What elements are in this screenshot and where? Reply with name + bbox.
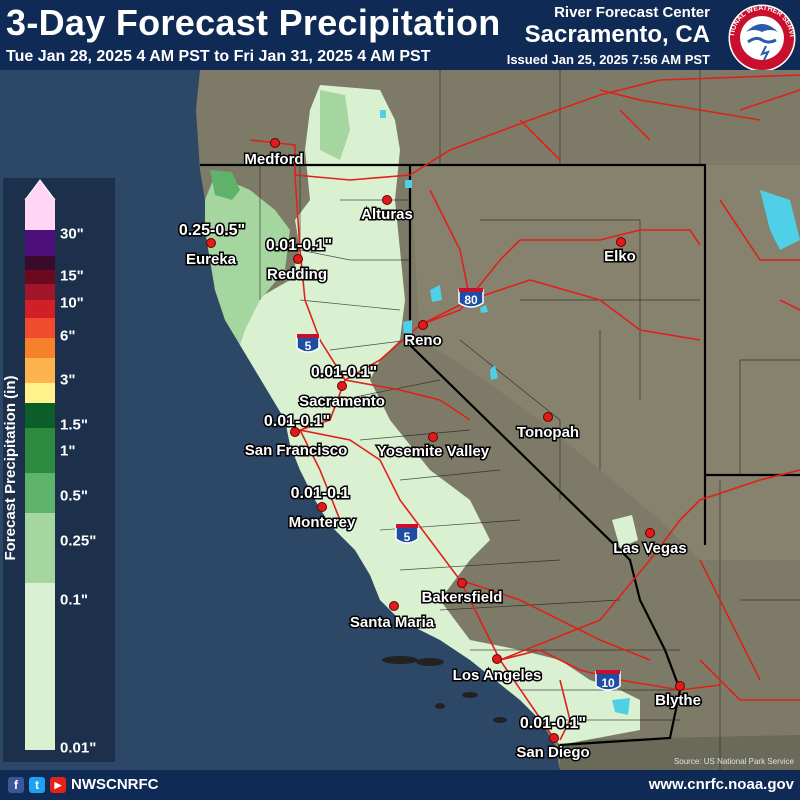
twitter-icon[interactable]: t: [29, 777, 45, 793]
city-label-las-vegas: Las Vegas: [613, 540, 686, 557]
city-label-sacramento: Sacramento: [299, 393, 385, 410]
city-label-santa-maria: Santa Maria: [350, 614, 435, 631]
legend-swatch: [25, 284, 55, 300]
shield-text: 5: [404, 530, 411, 544]
map-credit: Source: US National Park Service: [673, 757, 794, 766]
city-label-redding: Redding: [267, 266, 327, 283]
city-label-medford: Medford: [244, 151, 303, 168]
shield-text: 5: [305, 339, 312, 353]
map-title: 3-Day Forecast Precipitation: [6, 2, 501, 43]
city-dots: [206, 138, 685, 743]
city-label-elko: Elko: [604, 248, 636, 265]
amount-label-redding: 0.01-0.1": [266, 237, 332, 254]
legend-swatch: [25, 270, 55, 284]
header: 3-Day Forecast Precipitation Tue Jan 28,…: [0, 0, 800, 73]
legend-swatch: [25, 300, 55, 318]
legend-swatch: [25, 428, 55, 473]
org-name: River Forecast Center: [554, 4, 710, 21]
legend-tick-label: 0.01": [60, 739, 97, 757]
precip-mid-area: [205, 175, 290, 345]
youtube-icon[interactable]: ▶: [50, 777, 66, 793]
city-label-bakersfield: Bakersfield: [422, 589, 503, 606]
city-label-reno: Reno: [404, 332, 442, 349]
shield-text: 80: [464, 293, 478, 307]
amount-label-san-diego: 0.01-0.1": [520, 715, 586, 732]
city-label-san-diego: San Diego: [516, 744, 589, 761]
city-label-tonopah: Tonopah: [517, 424, 579, 441]
legend-swatch: [25, 256, 55, 270]
city-label-los-angeles: Los Angeles: [453, 667, 542, 684]
legend-swatch: [25, 338, 55, 358]
city-label-alturas: Alturas: [361, 206, 413, 223]
precip-mid-area-2: [320, 90, 350, 160]
interstate-shield-5-south: 5: [395, 524, 419, 544]
date-range: Tue Jan 28, 2025 4 AM PST to Fri Jan 31,…: [6, 48, 431, 65]
precip-light-area: [235, 85, 640, 745]
legend-arrow: [24, 179, 56, 200]
city-label-san-francisco: San Francisco: [245, 442, 348, 459]
office-city: Sacramento, CA: [524, 21, 710, 48]
amount-label-monterey: 0.01-0.1: [291, 485, 350, 502]
precipitation-map: Medford Alturas Eureka Redding Elko Reno…: [0, 70, 800, 770]
precip-heavy-area: [210, 170, 240, 200]
legend-swatch: [25, 230, 55, 256]
website-link[interactable]: www.cnrfc.noaa.gov: [648, 776, 794, 793]
legend-title: Forecast Precipitation (in): [2, 375, 19, 561]
legend-swatch: [25, 318, 55, 338]
interstate-shield-10: 10: [595, 670, 621, 691]
legend-tick-label: 6": [60, 327, 76, 345]
city-label-monterey: Monterey: [289, 514, 356, 531]
interstate-shield-80: 80: [458, 288, 484, 308]
highways: [249, 74, 800, 741]
legend-swatch: [25, 198, 55, 230]
legend-tick-label: 30": [60, 225, 84, 243]
shield-text: 10: [601, 676, 615, 690]
legend-tick-label: 1": [60, 442, 76, 460]
facebook-icon[interactable]: f: [8, 777, 24, 793]
mexico-land: [560, 735, 800, 770]
state-borders: [200, 163, 800, 747]
footer: f t ▶ NWSCNRFC www.cnrfc.noaa.gov: [0, 770, 800, 800]
city-label-blythe: Blythe: [655, 692, 701, 709]
water-bodies: [380, 110, 800, 715]
legend-swatch: [25, 383, 55, 403]
amount-label-sacramento: 0.01-0.1": [311, 364, 377, 381]
legend-tick-label: 15": [60, 267, 84, 285]
issued-time: Issued Jan 25, 2025 7:56 AM PST: [506, 52, 710, 67]
nws-logo[interactable]: NATIONAL WEATHER SERVICE: [726, 2, 798, 74]
legend-tick-label: 3": [60, 371, 76, 389]
city-label-yosemite-valley: Yosemite Valley: [377, 443, 490, 460]
precip-light-patch: [612, 515, 638, 548]
legend-tick-label: 0.5": [60, 487, 88, 505]
social-handle[interactable]: NWSCNRFC: [71, 776, 159, 793]
city-label-eureka: Eureka: [186, 251, 237, 268]
legend-tick-label: 0.25": [60, 532, 97, 550]
legend-tick-label: 10": [60, 294, 84, 312]
legend-swatch: [25, 358, 55, 383]
interstate-shield-5-north: 5: [296, 334, 320, 353]
legend-swatch: [25, 403, 55, 428]
legend-tick-label: 1.5": [60, 416, 88, 434]
legend-swatch: [25, 583, 55, 750]
amount-label-san-francisco: 0.01-0.1": [264, 413, 330, 430]
great-basin: [410, 165, 800, 560]
amount-label-eureka: 0.25-0.5": [179, 222, 245, 239]
county-lines: [259, 70, 800, 770]
legend-swatch: [25, 473, 55, 513]
channel-islands: [382, 656, 507, 723]
legend-swatch: [25, 513, 55, 583]
legend-tick-label: 0.1": [60, 591, 88, 609]
precip-legend: 30" 15" 10" 6" 3" 1.5" 1" 0.5" 0.25" 0.1" 0.01" Fo…: [2, 178, 115, 762]
